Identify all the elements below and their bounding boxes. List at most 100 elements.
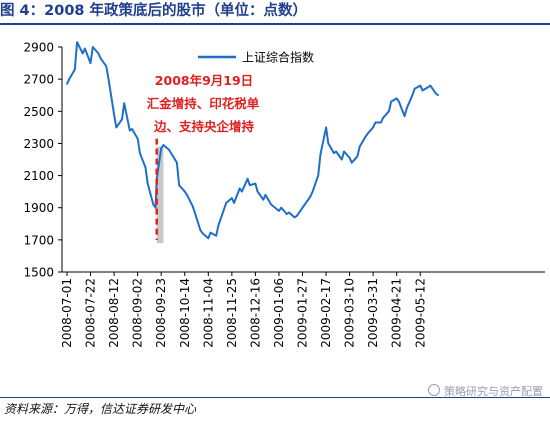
x-tick-label: 2009-01-06 [272,278,286,348]
data-point [246,177,249,180]
data-point [309,195,312,198]
data-point [419,84,422,87]
data-point [262,198,265,201]
chart-legend: 上证综合指数 [198,50,314,65]
data-point [144,166,147,169]
data-point [325,126,327,129]
data-point [286,213,288,215]
data-point [76,41,78,43]
y-tick-label: 2100 [23,169,54,183]
data-point [413,87,416,90]
x-tick-label: 2008-11-25 [225,278,239,348]
data-point [131,128,133,130]
title-divider [0,23,550,25]
data-point [301,206,304,209]
data-point [380,121,382,124]
data-point [390,100,392,103]
data-point [81,52,84,55]
data-point [231,197,233,199]
data-point [139,152,141,154]
data-point [66,83,68,85]
data-point [366,132,369,135]
data-point [89,62,92,64]
data-point [207,237,210,240]
watermark: 策略研究与资产配置 [428,383,543,399]
x-tick-label: 2009-03-31 [366,278,380,348]
data-point [293,216,296,219]
y-tick-label: 1700 [23,233,54,247]
data-point [107,78,110,80]
data-point [241,190,243,193]
data-point [146,182,149,185]
data-point [311,190,314,193]
annotation-text: 边、支持央企增持 [153,119,255,134]
data-point [317,174,320,177]
data-point [327,142,330,145]
data-point [343,150,345,153]
y-tick-label: 1500 [23,266,54,280]
data-point [129,129,131,132]
page-title: 图 4：2008 年政策底后的股市（单位：点数） [0,3,308,19]
y-tick-label: 2900 [23,41,54,55]
shaded-window [156,146,164,244]
data-point [176,161,178,164]
y-tick-label: 2300 [23,137,54,151]
data-point [264,194,267,196]
data-point [191,205,194,207]
data-point [223,208,225,211]
data-point [405,107,408,109]
data-point [421,89,424,92]
data-point [333,152,335,154]
watermark-text: 策略研究与资产配置 [444,385,543,398]
data-point [437,94,439,97]
data-point [178,184,180,187]
data-point [288,211,290,214]
y-tick-label: 1900 [23,201,54,215]
data-point [154,206,157,209]
source-note: 资料来源：万得，信达证券研发中心 [4,402,197,416]
annotation-text: 汇金增持、印花税单 [147,96,260,111]
x-tick-label: 2008-12-16 [248,278,262,348]
data-point [160,147,162,150]
data-point [398,100,400,103]
data-point [358,145,361,148]
x-tick-label: 2009-02-17 [319,278,333,348]
data-point [335,150,337,153]
x-tick-label: 2008-08-12 [107,278,121,348]
data-point [296,214,298,217]
data-point [84,47,86,50]
data-point [121,118,123,121]
data-point [372,126,374,129]
data-point [319,153,322,156]
data-point [411,94,414,97]
data-point [225,202,228,204]
x-tick-label: 2009-04-21 [390,278,404,348]
data-point [351,161,353,164]
data-point [74,68,76,71]
data-point [209,231,212,234]
annotation-text: 2008年9月19日 [155,73,253,88]
x-tick-label: 2008-07-01 [60,278,74,348]
data-point [233,202,235,204]
x-tick-label: 2008-10-14 [178,278,192,348]
data-point [168,149,170,151]
x-tick-label: 2008-09-23 [154,278,168,348]
x-tick-label: 2008-11-04 [201,278,215,348]
data-point [199,229,202,232]
x-tick-label: 2009-01-27 [296,278,310,348]
data-point [395,97,398,100]
line-chart: 1500 1700 1900 2100 2300 2500 2700 2900 2008-07… [23,41,545,348]
data-point [429,84,432,87]
data-point [388,110,390,113]
data-point [382,116,385,119]
data-point [248,184,251,187]
data-point [113,113,115,116]
data-point [280,206,282,209]
footer-divider [0,397,550,398]
data-point [201,232,204,235]
data-point [217,224,220,227]
x-tick-label: 2009-05-12 [413,278,427,348]
data-point [99,57,102,60]
data-point [152,203,155,206]
data-point [364,136,367,138]
